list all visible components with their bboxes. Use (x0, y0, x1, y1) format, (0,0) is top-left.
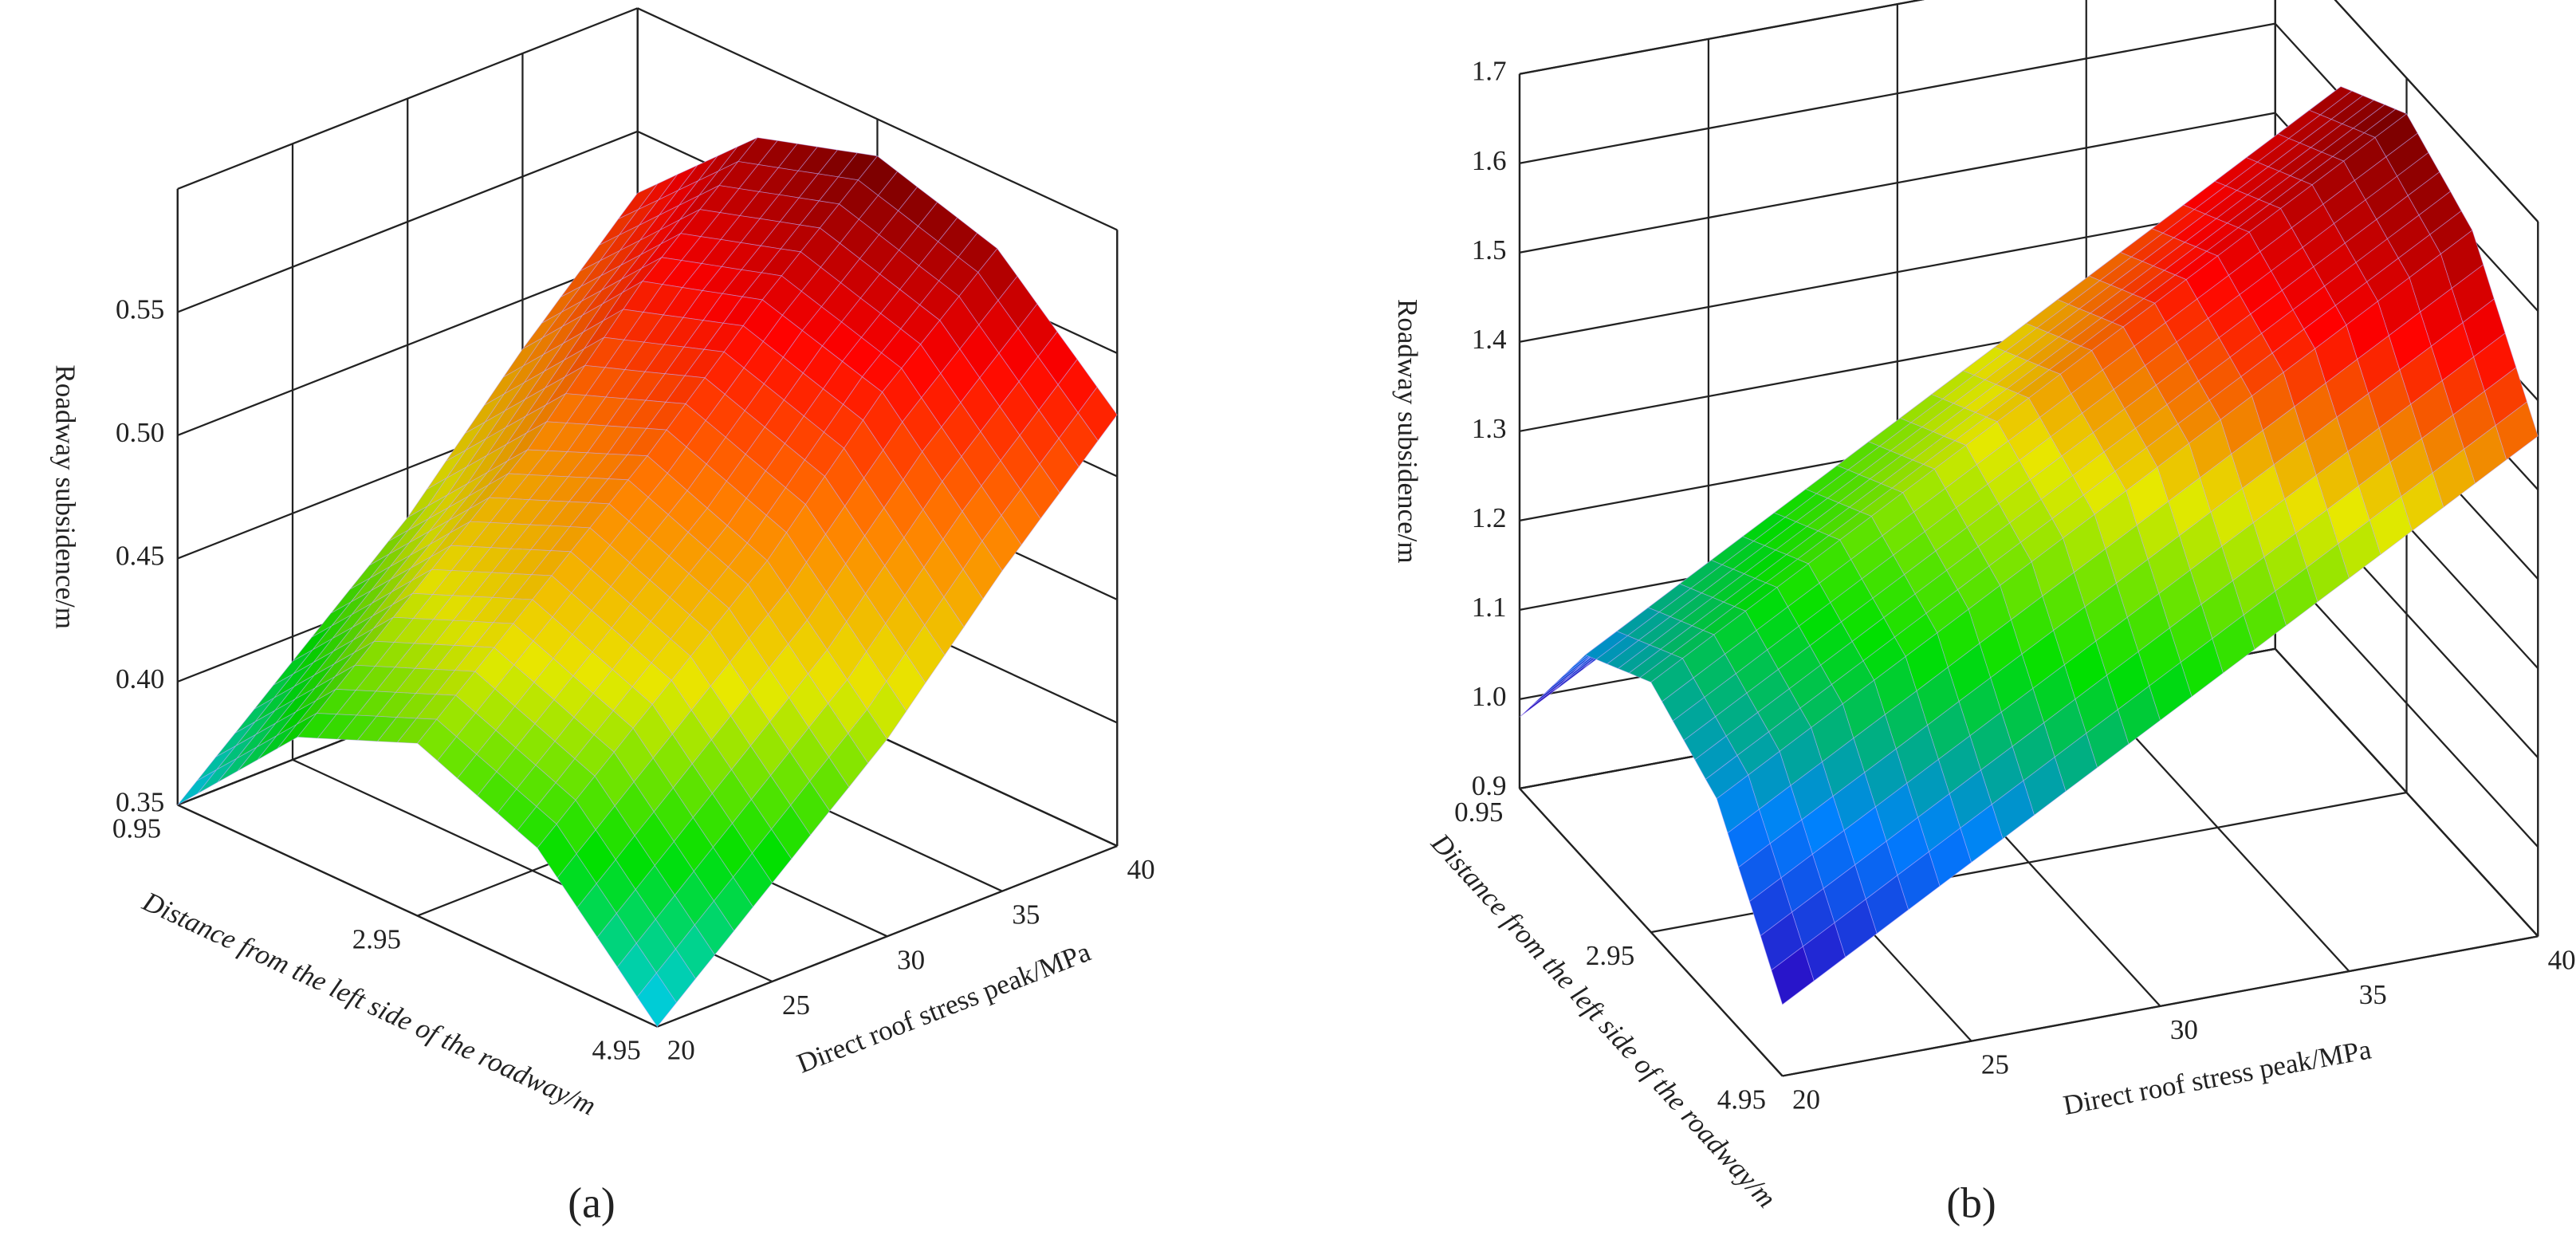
z-axis-label: Roadway subsidence/m (50, 364, 81, 629)
y-tick-label: 20 (1792, 1084, 1820, 1115)
z-tick-label: 1.2 (1472, 502, 1507, 533)
axis-line (656, 844, 1118, 1028)
z-tick-label: 1.3 (1472, 413, 1507, 444)
z-tick-label: 0.45 (116, 541, 164, 572)
y-tick-label: 40 (1127, 854, 1155, 885)
grid-line (2274, 648, 2539, 938)
panel-label: (a) (568, 1179, 615, 1227)
z-tick-label: 1.6 (1472, 145, 1507, 176)
z-tick-label: 1.7 (1472, 56, 1507, 87)
y-tick-label: 30 (897, 944, 925, 975)
z-tick-label: 1.1 (1472, 592, 1507, 623)
z-tick-label: 0.55 (116, 293, 164, 325)
x-tick-label: 0.95 (1454, 797, 1503, 828)
surface-patch (636, 972, 677, 1028)
y-tick-label: 30 (2170, 1014, 2198, 1045)
x-tick-label: 4.95 (1717, 1084, 1766, 1115)
surface-patch (1771, 946, 1815, 1005)
x-tick-label: 2.95 (352, 924, 401, 955)
z-axis-label: Roadway subsidence/m (1392, 299, 1423, 564)
y-axis-label: Direct roof stress peak/MPa (792, 936, 1095, 1080)
z-tick-label: 0.50 (116, 417, 164, 448)
y-tick-label: 35 (1012, 899, 1040, 930)
y-tick-label: 40 (2548, 944, 2576, 975)
x-tick-label: 2.95 (1586, 940, 1634, 971)
z-tick-label: 1.0 (1472, 681, 1507, 712)
y-tick-label: 25 (1981, 1049, 2009, 1080)
axis-line (177, 804, 658, 1028)
z-tick-label: 1.5 (1472, 234, 1507, 266)
z-tick-label: 1.4 (1472, 324, 1507, 355)
y-axis-label: Direct roof stress peak/MPa (2061, 1033, 2374, 1121)
x-axis-label: Distance from the left side of the roadw… (1425, 827, 1782, 1214)
z-tick-label: 0.35 (116, 787, 164, 818)
y-tick-label: 20 (667, 1035, 695, 1066)
x-axis-label: Distance from the left side of the roadw… (137, 885, 600, 1121)
panel-label: (b) (1946, 1179, 1996, 1227)
axis-line (1782, 935, 2539, 1077)
y-tick-label: 25 (782, 989, 810, 1021)
z-tick-label: 0.9 (1472, 770, 1507, 801)
x-tick-label: 0.95 (112, 812, 161, 844)
y-tick-label: 35 (2359, 979, 2387, 1010)
x-tick-label: 4.95 (592, 1035, 640, 1066)
axis-line (1519, 788, 1784, 1077)
surface-patch (177, 769, 218, 805)
z-tick-label: 0.40 (116, 663, 164, 694)
